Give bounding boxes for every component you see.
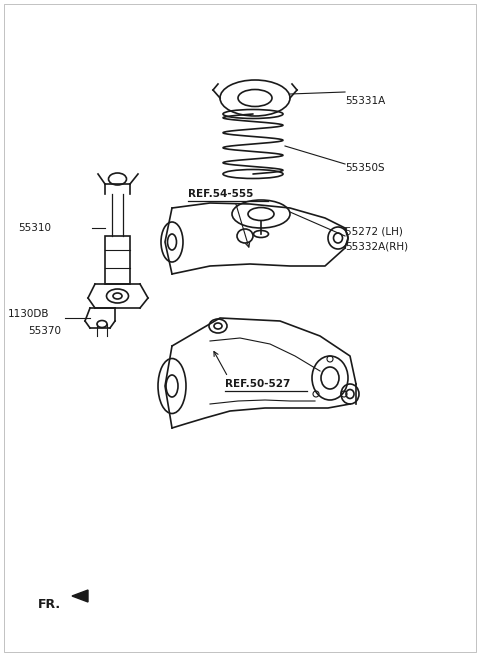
Text: 55310: 55310 [18,223,51,233]
Text: 55370: 55370 [28,326,61,336]
Text: REF.50-527: REF.50-527 [225,379,290,389]
Polygon shape [72,590,88,602]
Text: FR.: FR. [38,598,61,611]
Text: 55272 (LH): 55272 (LH) [345,226,403,236]
Text: 55331A: 55331A [345,96,385,106]
Text: 55350S: 55350S [345,163,384,173]
Text: REF.54-555: REF.54-555 [188,189,253,199]
Text: 1130DB: 1130DB [8,309,49,319]
Text: 55332A(RH): 55332A(RH) [345,241,408,251]
